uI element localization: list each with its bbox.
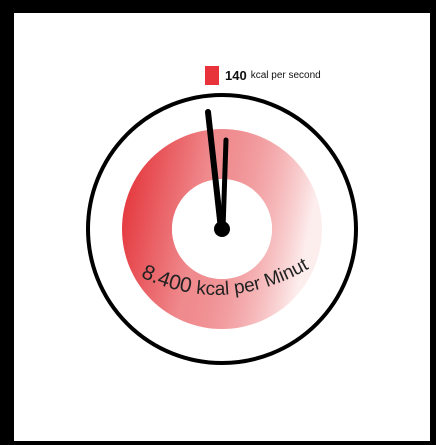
hand-pivot — [214, 221, 230, 237]
legend: 140 kcal per second — [205, 64, 321, 86]
legend-unit: kcal per second — [250, 69, 321, 81]
legend-value: 140 — [225, 67, 247, 83]
short-hand — [220, 137, 229, 232]
long-hand — [205, 109, 224, 232]
legend-swatch — [205, 65, 219, 85]
